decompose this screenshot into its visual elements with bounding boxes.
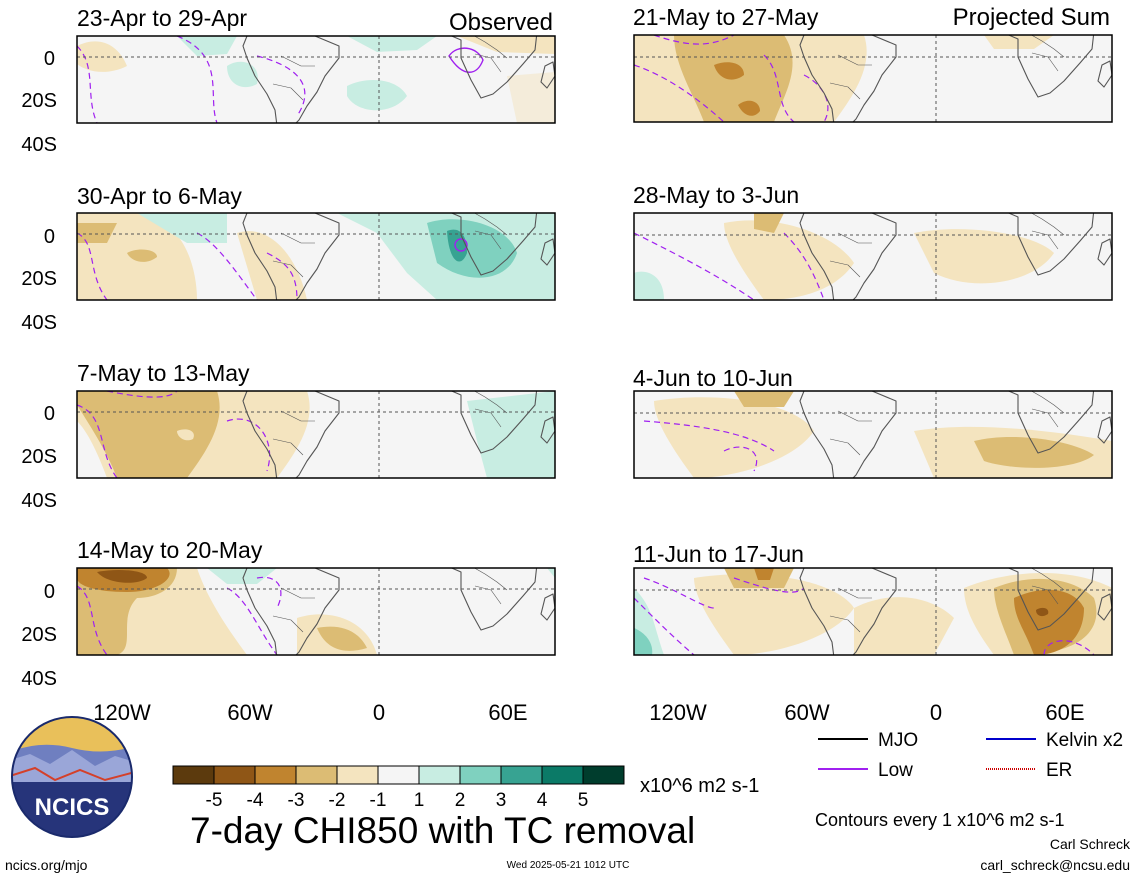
panel-title: 28-May to 3-Jun [633,182,799,208]
lat-labels: 0 20S 40S 0 20S 40S 0 20S 40S 0 20S 40S [21,48,57,690]
map-panel [633,567,1113,656]
map-panel [76,212,556,301]
contour-legend: MJO Kelvin x2 Low ER Contours every 1 x1… [815,730,1123,830]
contour-note: Contours every 1 x10^6 m2 s-1 [815,810,1065,830]
lat-label: 0 [44,403,55,425]
lat-label: 40S [21,668,57,690]
lat-label: 20S [21,446,57,468]
legend-label: Kelvin x2 [1046,730,1123,751]
footer-url: ncics.org/mjo [5,857,88,873]
lon-labels: 120W 60W 0 60E 120W 60W 0 60E [93,700,1084,725]
lon-label: 120W [649,700,707,725]
map-panel [633,212,1113,301]
map-panel [76,567,556,656]
map-panel [76,390,556,479]
colorbar-cell [336,765,379,785]
colorbar-label: -5 [206,790,223,811]
ncics-logo: NCICS [11,716,133,838]
lon-label: 60W [784,700,829,725]
colorbar-label: -2 [329,790,346,811]
lon-label: 60E [488,700,527,725]
panel-title: 7-May to 13-May [77,360,250,386]
map-panel [76,35,556,124]
panel-title: 21-May to 27-May [633,4,819,30]
lon-label: 0 [930,700,942,725]
panel-title: 11-Jun to 17-Jun [633,541,804,567]
colorbar-cell [418,765,461,785]
lat-label: 0 [44,581,55,603]
colorbar-cell [541,765,584,785]
legend-label: Low [878,760,913,781]
colorbar-label: 2 [455,790,466,811]
colorbar-unit: x10^6 m2 s-1 [640,775,759,797]
panel-title: 14-May to 20-May [77,537,263,563]
legend-label: ER [1046,760,1072,781]
colorbar-label: 1 [414,790,425,811]
colorbar-label: -1 [370,790,387,811]
colorbar-cell [500,765,543,785]
lat-label: 40S [21,134,57,156]
colorbar-cell [459,765,502,785]
lat-label: 0 [44,48,55,70]
lat-label: 0 [44,226,55,248]
lon-label: 60E [1045,700,1084,725]
colorbar: -5 -4 -3 -2 -1 1 2 3 4 5 x10^6 m2 s-1 [172,765,759,811]
lat-label: 20S [21,90,57,112]
lat-label: 40S [21,490,57,512]
colorbar-cell [582,765,625,785]
colorbar-cell [377,765,420,785]
colorbar-label: -4 [247,790,264,811]
panel-title: 4-Jun to 10-Jun [633,365,793,391]
panel-title: 30-Apr to 6-May [77,183,242,209]
projected-label: Projected Sum [953,4,1110,31]
lon-label: 60W [227,700,272,725]
panel-title: 23-Apr to 29-Apr [77,5,247,31]
footer-timestamp: Wed 2025-05-21 1012 UTC [507,860,630,871]
lon-label: 120W [93,700,151,725]
main-title: 7-day CHI850 with TC removal [190,810,695,851]
colorbar-label: 5 [578,790,589,811]
lat-label: 20S [21,624,57,646]
colorbar-label: -3 [288,790,305,811]
map-panel [633,34,1113,123]
lat-label: 20S [21,268,57,290]
colorbar-label: 3 [496,790,507,811]
lon-label: 0 [373,700,385,725]
map-panel [633,390,1113,479]
colorbar-label: 4 [537,790,548,811]
footer-email: carl_schreck@ncsu.edu [980,857,1130,873]
logo-text: NCICS [35,794,110,821]
legend-label: MJO [878,730,918,751]
colorbar-cell [254,765,297,785]
footer-author: Carl Schreck [1050,836,1131,852]
lat-label: 40S [21,312,57,334]
colorbar-cell [213,765,256,785]
colorbar-cell [172,765,215,785]
colorbar-cell [295,765,338,785]
observed-label: Observed [449,9,553,36]
